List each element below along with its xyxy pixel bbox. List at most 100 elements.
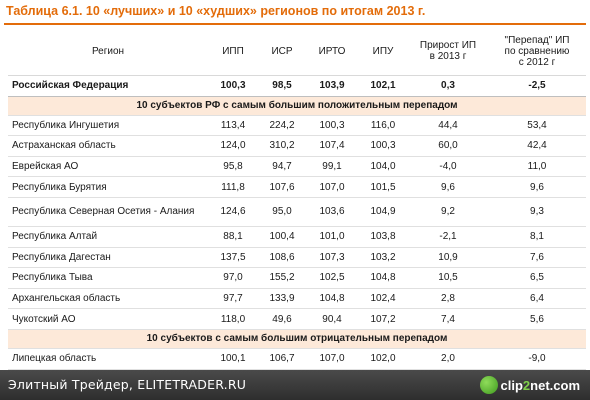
cell-ipp: 124,6 xyxy=(208,197,258,227)
total-ipp: 100,3 xyxy=(208,75,258,97)
cell-region: Республика Дагестан xyxy=(8,247,208,269)
cell-ipu: 104,9 xyxy=(358,197,408,227)
header-irto: ИРТО xyxy=(306,27,358,76)
cell-region: Республика Бурятия xyxy=(8,176,208,198)
header-perepad-line3: с 2012 г xyxy=(518,56,556,68)
cell-ipp: 111,8 xyxy=(208,176,258,198)
cell-prirost: 10,5 xyxy=(408,267,488,289)
cell-region: Еврейская АО xyxy=(8,156,208,178)
clip2net-logo-text: clip2net.com xyxy=(501,378,580,393)
logo-accent: 2 xyxy=(522,377,531,393)
cell-perepad: 9,3 xyxy=(488,197,586,227)
table-title: Таблица 6.1. 10 «лучших» и 10 «худших» р… xyxy=(6,4,426,18)
total-row: Российская Федерация 100,3 98,5 103,9 10… xyxy=(8,75,586,97)
header-prirost: Прирост ИП в 2013 г xyxy=(408,27,488,76)
cell-prirost: 44,4 xyxy=(408,115,488,137)
table-row: Республика Тыва 97,0 155,2 102,5 104,8 1… xyxy=(8,267,586,289)
cell-prirost: 7,4 xyxy=(408,308,488,330)
cell-region: Астраханская область xyxy=(8,135,208,157)
table-row: Чукотский АО 118,0 49,6 90,4 107,2 7,4 5… xyxy=(8,308,586,330)
section-positive-label: 10 субъектов РФ с самым большим положите… xyxy=(8,96,586,116)
cell-ipu: 116,0 xyxy=(358,115,408,137)
cell-region: Республика Тыва xyxy=(8,267,208,289)
cell-ipu: 103,2 xyxy=(358,247,408,269)
cell-prirost: -4,0 xyxy=(408,156,488,178)
header-region: Регион xyxy=(8,27,208,76)
title-divider xyxy=(4,23,586,25)
cell-irto: 104,8 xyxy=(306,288,358,310)
cell-ipp: 88,1 xyxy=(208,226,258,248)
cell-isr: 49,6 xyxy=(258,308,306,330)
cell-ipu: 104,8 xyxy=(358,267,408,289)
total-region: Российская Федерация xyxy=(8,75,208,97)
cell-isr: 107,6 xyxy=(258,176,306,198)
table-row: Архангельская область 97,7 133,9 104,8 1… xyxy=(8,288,586,310)
cell-irto: 107,0 xyxy=(306,348,358,370)
cell-prirost: -2,1 xyxy=(408,226,488,248)
footer-bar: Элитный Трейдер, ELITETRADER.RU clip2net… xyxy=(0,370,590,400)
header-ipp: ИПП xyxy=(208,27,258,76)
cell-region: Республика Северная Осетия - Алания xyxy=(8,197,208,227)
cell-irto: 107,3 xyxy=(306,247,358,269)
total-prirost: 0,3 xyxy=(408,75,488,97)
header-perepad: "Перепад" ИП по сравнению с 2012 г xyxy=(488,27,586,76)
logo-suffix: net.com xyxy=(530,377,580,393)
cell-perepad: 5,6 xyxy=(488,308,586,330)
cell-perepad: 42,4 xyxy=(488,135,586,157)
cell-perepad: 6,4 xyxy=(488,288,586,310)
cell-perepad: 8,1 xyxy=(488,226,586,248)
cell-ipu: 103,8 xyxy=(358,226,408,248)
total-irto: 103,9 xyxy=(306,75,358,97)
table-row: Липецкая область 100,1 106,7 107,0 102,0… xyxy=(8,348,586,370)
header-row: Регион ИПП ИСР ИРТО ИПУ Прирост ИП в 201… xyxy=(8,27,586,76)
cell-irto: 102,5 xyxy=(306,267,358,289)
cell-perepad: 11,0 xyxy=(488,156,586,178)
cell-irto: 107,0 xyxy=(306,176,358,198)
cell-isr: 155,2 xyxy=(258,267,306,289)
cell-perepad: 9,6 xyxy=(488,176,586,198)
cell-ipu: 102,0 xyxy=(358,348,408,370)
header-prirost-line1: Прирост ИП xyxy=(419,40,477,51)
table-row: Астраханская область 124,0 310,2 107,4 1… xyxy=(8,135,586,157)
cell-prirost: 2,8 xyxy=(408,288,488,310)
cell-ipp: 95,8 xyxy=(208,156,258,178)
cell-isr: 95,0 xyxy=(258,197,306,227)
header-perepad-line1: "Перепад" ИП xyxy=(504,34,570,46)
cell-prirost: 9,2 xyxy=(408,197,488,227)
cell-irto: 100,3 xyxy=(306,115,358,137)
table-row: Республика Северная Осетия - Алания 124,… xyxy=(8,197,586,227)
cell-isr: 310,2 xyxy=(258,135,306,157)
cell-prirost: 9,6 xyxy=(408,176,488,198)
total-ipu: 102,1 xyxy=(358,75,408,97)
cell-ipu: 101,5 xyxy=(358,176,408,198)
section-negative-label: 10 субъектов с самым большим отрицательн… xyxy=(8,329,586,349)
cell-ipu: 107,2 xyxy=(358,308,408,330)
total-perepad: -2,5 xyxy=(488,75,586,97)
cell-ipp: 97,0 xyxy=(208,267,258,289)
cell-perepad: 6,5 xyxy=(488,267,586,289)
cell-prirost: 60,0 xyxy=(408,135,488,157)
header-isr: ИСР xyxy=(258,27,306,76)
cell-isr: 108,6 xyxy=(258,247,306,269)
table-row: Республика Алтай 88,1 100,4 101,0 103,8 … xyxy=(8,226,586,248)
table-row: Республика Дагестан 137,5 108,6 107,3 10… xyxy=(8,247,586,269)
cell-ipu: 100,3 xyxy=(358,135,408,157)
section-positive-row: 10 субъектов РФ с самым большим положите… xyxy=(8,96,586,116)
clip2net-logo[interactable]: clip2net.com xyxy=(479,375,580,395)
cell-ipp: 113,4 xyxy=(208,115,258,137)
cell-irto: 99,1 xyxy=(306,156,358,178)
cell-ipp: 97,7 xyxy=(208,288,258,310)
cell-region: Республика Алтай xyxy=(8,226,208,248)
section-negative-row: 10 субъектов с самым большим отрицательн… xyxy=(8,329,586,349)
table-row: Республика Ингушетия 113,4 224,2 100,3 1… xyxy=(8,115,586,137)
cell-perepad: 7,6 xyxy=(488,247,586,269)
cell-perepad: 53,4 xyxy=(488,115,586,137)
cell-ipp: 100,1 xyxy=(208,348,258,370)
cell-prirost: 10,9 xyxy=(408,247,488,269)
footer-source-text: Элитный Трейдер, ELITETRADER.RU xyxy=(8,377,247,392)
cell-irto: 90,4 xyxy=(306,308,358,330)
total-isr: 98,5 xyxy=(258,75,306,97)
table-row: Еврейская АО 95,8 94,7 99,1 104,0 -4,0 1… xyxy=(8,156,586,178)
table-row: Республика Бурятия 111,8 107,6 107,0 101… xyxy=(8,176,586,198)
cell-isr: 133,9 xyxy=(258,288,306,310)
